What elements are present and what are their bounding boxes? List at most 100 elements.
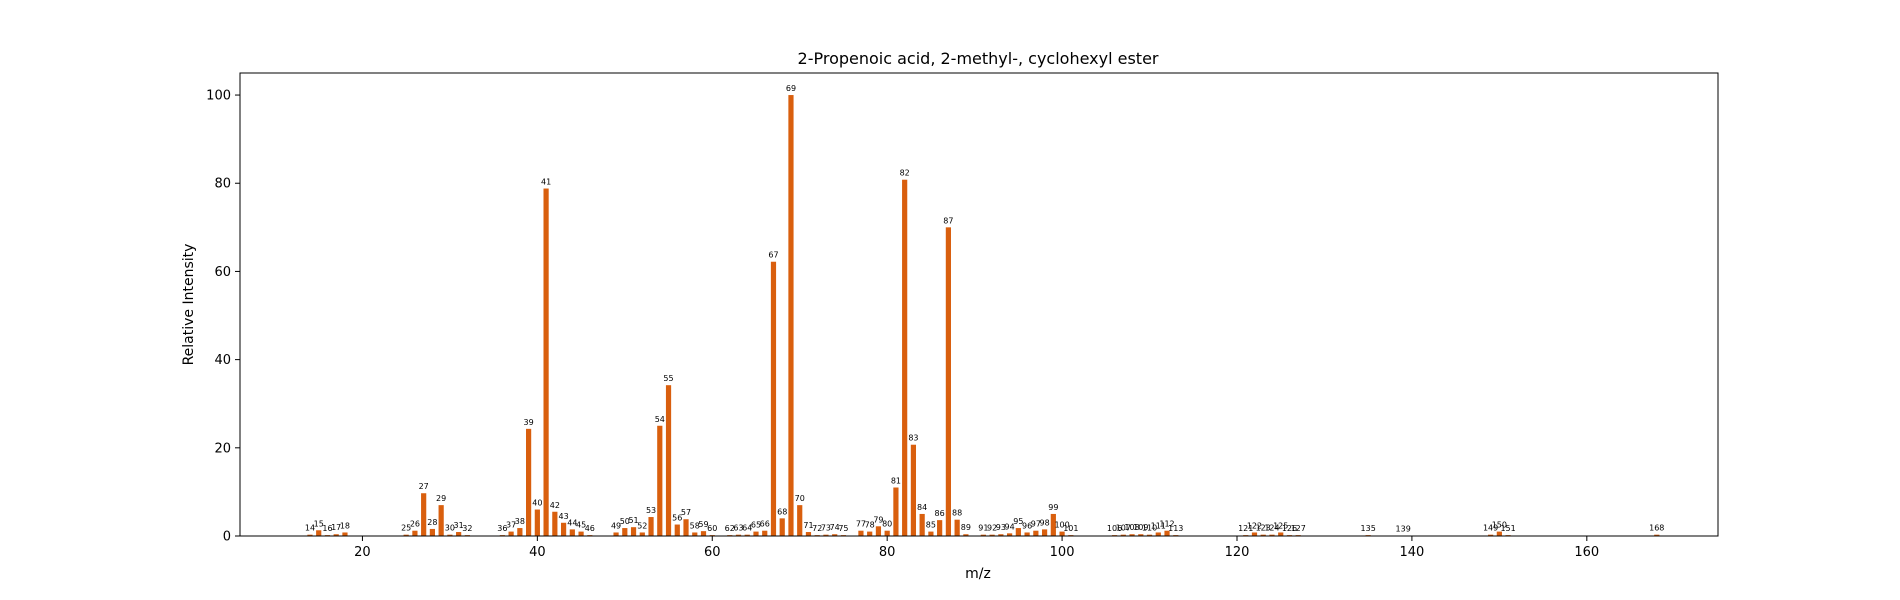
bar-mz-107: [1120, 534, 1126, 536]
bar-label-mz-44: 44: [567, 518, 577, 527]
bar-label-mz-89: 89: [961, 523, 971, 532]
bar-mz-37: [508, 531, 514, 536]
bar-label-mz-31: 31: [454, 521, 464, 530]
bar-label-mz-57: 57: [681, 508, 691, 517]
bar-mz-109: [1138, 534, 1144, 536]
bar-label-mz-98: 98: [1039, 518, 1049, 527]
bar-label-mz-36: 36: [497, 524, 507, 533]
bar-label-mz-70: 70: [795, 494, 805, 503]
bar-label-mz-64: 64: [742, 524, 752, 533]
bar-label-mz-45: 45: [576, 521, 586, 530]
bar-mz-88: [954, 519, 960, 536]
bar-label-mz-54: 54: [655, 415, 665, 424]
plot-frame: [239, 72, 1719, 537]
bar-label-mz-78: 78: [865, 521, 875, 530]
bar-mz-112: [1164, 530, 1170, 536]
bar-label-mz-135: 135: [1361, 524, 1376, 533]
bar-label-mz-93: 93: [996, 523, 1006, 532]
bar-label-mz-125: 125: [1273, 521, 1288, 530]
bar-label-mz-14: 14: [305, 524, 315, 533]
bar-label-mz-87: 87: [943, 216, 953, 225]
bar-label-mz-124: 124: [1264, 524, 1279, 533]
bar-label-mz-83: 83: [908, 434, 918, 443]
bar-label-mz-168: 168: [1649, 524, 1664, 533]
bar-mz-97: [1033, 530, 1039, 536]
bar-mz-56: [674, 524, 680, 536]
bar-label-mz-84: 84: [917, 503, 927, 512]
bar-label-mz-81: 81: [891, 477, 901, 486]
bar-label-mz-32: 32: [462, 524, 472, 533]
bar-mz-68: [779, 518, 785, 536]
bar-label-mz-77: 77: [856, 520, 866, 529]
bar-mz-86: [937, 520, 943, 536]
bar-mz-69: [788, 95, 794, 537]
bar-label-mz-126: 126: [1282, 524, 1297, 533]
bar-mz-99: [1050, 513, 1056, 536]
bar-label-mz-60: 60: [707, 524, 717, 533]
bar-mz-65: [753, 531, 759, 536]
bar-label-mz-66: 66: [760, 520, 770, 529]
bar-mz-93: [998, 534, 1004, 536]
bar-mz-45: [578, 531, 584, 536]
bar-mz-55: [665, 385, 672, 536]
bar-mz-57: [683, 519, 689, 536]
bar-label-mz-52: 52: [637, 521, 647, 530]
bar-label-mz-106: 106: [1107, 524, 1122, 533]
bar-label-mz-99: 99: [1048, 503, 1058, 512]
bar-mz-150: [1496, 531, 1502, 536]
bar-mz-26: [412, 530, 418, 536]
bar-label-mz-95: 95: [1013, 517, 1023, 526]
bar-label-mz-59: 59: [698, 520, 708, 529]
bar-label-mz-67: 67: [768, 251, 778, 260]
bar-label-mz-88: 88: [952, 509, 962, 518]
bar-mz-108: [1129, 534, 1135, 536]
bar-label-mz-107: 107: [1116, 524, 1131, 533]
bar-mz-100: [1059, 531, 1065, 536]
bar-label-mz-58: 58: [690, 521, 700, 530]
bar-label-mz-123: 123: [1256, 524, 1271, 533]
bar-label-mz-79: 79: [873, 515, 883, 524]
bar-mz-27: [421, 493, 427, 536]
bar-label-mz-111: 111: [1151, 521, 1166, 530]
bar-label-mz-91: 91: [978, 524, 988, 533]
bar-label-mz-17: 17: [331, 523, 341, 532]
bar-mz-14: [307, 534, 313, 536]
bar-mz-38: [517, 528, 523, 536]
bar-label-mz-25: 25: [401, 524, 411, 533]
bar-label-mz-150: 150: [1492, 521, 1507, 530]
bar-mz-78: [867, 531, 873, 536]
bar-mz-41: [543, 188, 549, 536]
y-axis-ticks: 0 20 40 60 80 100: [206, 89, 240, 545]
bar-label-mz-127: 127: [1291, 524, 1306, 533]
bar-mz-17: [333, 534, 339, 536]
bar-mz-66: [762, 530, 768, 536]
bar-mz-85: [928, 531, 934, 536]
x-tick-label-160: 160: [1574, 545, 1599, 560]
bar-label-mz-108: 108: [1124, 523, 1139, 532]
bar-mz-44: [569, 529, 575, 536]
bar-label-mz-72: 72: [812, 524, 822, 533]
bar-label-mz-151: 151: [1500, 524, 1515, 533]
bar-mz-84: [919, 513, 925, 536]
bar-mz-111: [1155, 532, 1161, 536]
bar-label-mz-55: 55: [663, 374, 673, 383]
bar-label-mz-62: 62: [725, 524, 735, 533]
bar-mz-122: [1251, 532, 1258, 536]
bar-label-mz-38: 38: [515, 517, 525, 526]
bar-label-mz-101: 101: [1063, 524, 1078, 533]
x-tick-label-40: 40: [529, 545, 546, 560]
bar-label-mz-53: 53: [646, 506, 656, 515]
bar-label-mz-40: 40: [532, 499, 542, 508]
bar-mz-70: [797, 505, 803, 536]
x-axis-ticks: 20 40 60 80 100 120 140 160: [354, 536, 1599, 560]
bar-mz-31: [456, 532, 462, 536]
bar-mz-25: [403, 534, 409, 536]
bar-label-mz-16: 16: [322, 524, 332, 533]
bar-label-mz-46: 46: [585, 524, 595, 533]
bar-label-mz-121: 121: [1238, 524, 1253, 533]
bar-label-mz-97: 97: [1031, 520, 1041, 529]
bar-mz-30: [447, 534, 453, 536]
bar-label-mz-30: 30: [445, 524, 455, 533]
bar-label-mz-100: 100: [1054, 521, 1069, 530]
